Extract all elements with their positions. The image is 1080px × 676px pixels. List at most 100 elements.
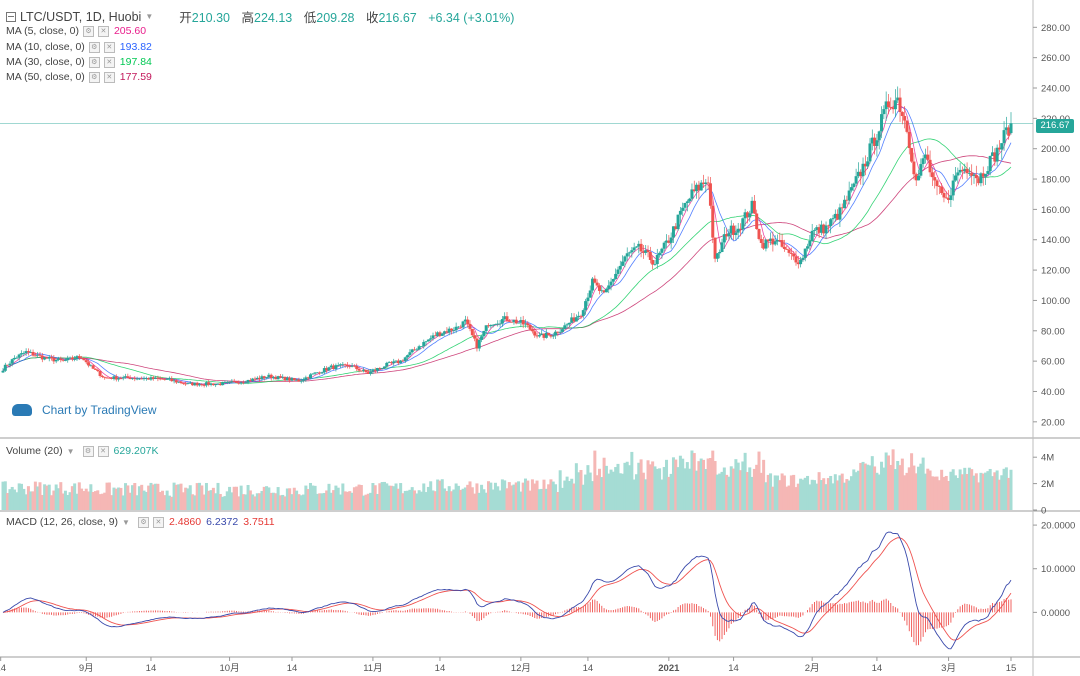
candle-body — [364, 369, 368, 373]
volume-legend[interactable]: Volume (20) ▼ ⚙ ✕ 629.207K — [6, 445, 159, 457]
macd-legend[interactable]: MACD (12, 26, close, 9) ▼ ⚙ ✕ 2.4860 6.2… — [6, 516, 275, 528]
volume-bar — [870, 456, 874, 510]
volume-bar — [135, 495, 139, 510]
volume-bar — [29, 491, 33, 510]
volume-bar — [154, 483, 158, 510]
symbol-header[interactable]: LTC/USDT, 1D, Huobi ▼ 开210.30 高224.13 低2… — [6, 7, 514, 26]
close-icon[interactable]: ✕ — [152, 516, 164, 528]
settings-icon[interactable]: ⚙ — [82, 25, 94, 37]
candle-body — [683, 202, 687, 208]
candle-body — [43, 357, 47, 360]
volume-bar — [681, 458, 685, 510]
candle-body — [80, 357, 84, 359]
ma-legend-row[interactable]: MA (50, close, 0) ⚙ ✕ 177.59 — [6, 71, 152, 83]
candle-body — [681, 207, 685, 211]
volume-tick-label: 0 — [1041, 506, 1046, 517]
close-icon[interactable]: ✕ — [103, 56, 115, 68]
volume-bar — [690, 450, 694, 510]
candle-body — [963, 168, 967, 172]
volume-bar — [923, 473, 927, 510]
volume-bar — [415, 493, 419, 510]
collapse-icon[interactable] — [6, 11, 16, 22]
volume-bar — [755, 464, 759, 510]
close-icon[interactable]: ✕ — [97, 445, 109, 457]
candle-body — [357, 368, 361, 371]
candle-body — [829, 219, 833, 227]
candle-body — [419, 346, 423, 348]
candle-body — [429, 338, 433, 340]
volume-bar — [352, 487, 356, 510]
close-icon[interactable]: ✕ — [103, 41, 115, 53]
volume-bar — [739, 470, 743, 510]
volume-bar — [80, 488, 84, 510]
candle-body — [542, 333, 546, 338]
volume-bar — [137, 486, 141, 510]
volume-bar — [833, 474, 837, 510]
volume-bar — [484, 492, 488, 510]
candle-body — [736, 228, 740, 233]
price-tick-label: 60.00 — [1041, 357, 1065, 368]
volume-bar — [607, 473, 611, 510]
candle-body — [530, 329, 534, 332]
volume-bar — [958, 469, 962, 510]
settings-icon[interactable]: ⚙ — [137, 516, 149, 528]
volume-bar — [447, 486, 451, 510]
settings-icon[interactable]: ⚙ — [88, 56, 100, 68]
candle-body — [126, 376, 130, 378]
ma-legend-row[interactable]: MA (5, close, 0) ⚙ ✕ 205.60 — [6, 25, 146, 37]
candle-body — [1, 370, 5, 373]
close-icon[interactable]: ✕ — [97, 25, 109, 37]
volume-bar — [847, 480, 851, 510]
volume-bar — [382, 481, 386, 510]
volume-bar — [577, 472, 581, 510]
settings-icon[interactable]: ⚙ — [88, 71, 100, 83]
candle-body — [315, 372, 319, 374]
candle-body — [325, 368, 329, 371]
dropdown-icon[interactable]: ▼ — [145, 12, 154, 21]
candle-body — [1002, 130, 1006, 144]
candle-body — [882, 109, 886, 115]
candle-body — [558, 331, 562, 333]
close-icon[interactable]: ✕ — [103, 71, 115, 83]
candle-body — [942, 193, 946, 198]
candle-body — [803, 248, 807, 258]
candle-body — [445, 331, 449, 333]
candle-body — [24, 351, 28, 354]
candle-body — [355, 365, 359, 369]
dropdown-icon[interactable]: ▼ — [66, 446, 75, 456]
volume-bar — [967, 467, 971, 510]
candle-body — [854, 176, 858, 184]
volume-bar — [232, 486, 236, 510]
candle-body — [919, 164, 923, 176]
candle-body — [843, 199, 847, 209]
volume-bar — [856, 470, 860, 510]
ma-legend-row[interactable]: MA (30, close, 0) ⚙ ✕ 197.84 — [6, 56, 152, 68]
candle-body — [66, 358, 70, 361]
volume-bar — [757, 451, 761, 510]
candle-body — [26, 351, 30, 353]
candle-body — [940, 186, 944, 194]
close-label: 收 — [365, 11, 379, 25]
dropdown-icon[interactable]: ▼ — [122, 517, 130, 527]
volume-bar — [560, 487, 564, 510]
settings-icon[interactable]: ⚙ — [82, 445, 94, 457]
candle-body — [852, 183, 856, 188]
volume-bar — [748, 467, 752, 510]
settings-icon[interactable]: ⚙ — [88, 41, 100, 53]
ma-legend-row[interactable]: MA (10, close, 0) ⚙ ✕ 193.82 — [6, 41, 152, 53]
candle-body — [443, 331, 447, 334]
candle-body — [119, 378, 123, 380]
volume-bar — [33, 481, 37, 510]
volume-bar — [489, 482, 493, 510]
candle-body — [198, 384, 202, 386]
candle-body — [718, 251, 722, 254]
candle-body — [322, 368, 326, 373]
candle-body — [468, 323, 472, 329]
volume-bar — [142, 490, 146, 510]
candle-body — [706, 182, 710, 184]
tradingview-watermark[interactable]: Chart by TradingView — [12, 403, 157, 417]
volume-bar — [875, 472, 879, 510]
volume-bar — [653, 466, 657, 510]
